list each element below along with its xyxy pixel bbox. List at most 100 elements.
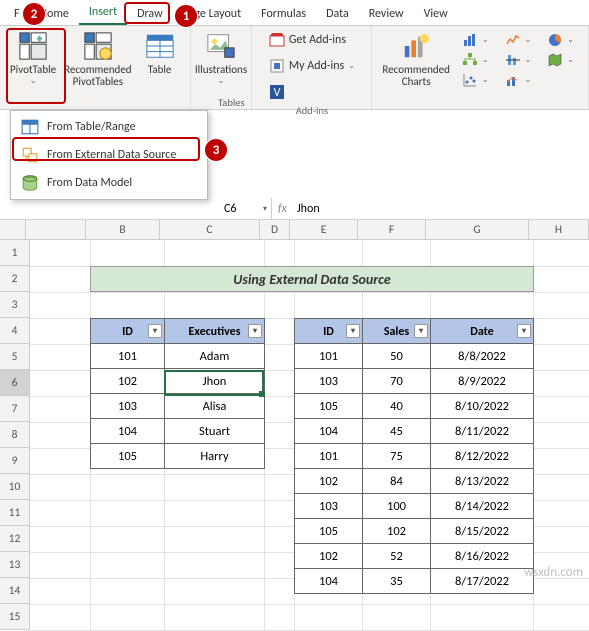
cell[interactable]: 8/9/2022 <box>431 369 534 394</box>
col-header-E[interactable]: E <box>290 220 358 239</box>
cell[interactable]: 8/12/2022 <box>431 444 534 469</box>
cell[interactable]: 102 <box>295 544 363 569</box>
table-button[interactable]: Table <box>136 28 184 98</box>
cell[interactable]: 104 <box>91 419 165 444</box>
chart-type-3[interactable]: ⌄ <box>456 70 495 90</box>
cell[interactable]: 8/11/2022 <box>431 419 534 444</box>
filter-button[interactable]: ▾ <box>517 324 531 338</box>
my-addins-button[interactable]: My Add-ins ⌄ <box>263 56 361 76</box>
cell[interactable]: 84 <box>363 469 431 494</box>
col-header-D[interactable]: D <box>260 220 290 239</box>
cell[interactable]: 101 <box>295 444 363 469</box>
cell[interactable]: 70 <box>363 369 431 394</box>
row-header-2[interactable]: 2 <box>0 266 30 292</box>
cell[interactable]: 103 <box>91 394 165 419</box>
row-header-8[interactable]: 8 <box>0 422 30 448</box>
col-header-H[interactable]: H <box>529 220 589 239</box>
cell[interactable]: 104 <box>295 419 363 444</box>
filter-button[interactable]: ▾ <box>414 324 428 338</box>
row-header-12[interactable]: 12 <box>0 526 30 552</box>
chart-type-7[interactable]: ⌄ <box>541 30 580 50</box>
chart-type-1[interactable]: ⌄ <box>456 30 495 50</box>
row-header-15[interactable]: 15 <box>0 604 30 630</box>
col-header-F[interactable]: F <box>358 220 426 239</box>
row-header-6[interactable]: 6 <box>0 370 30 396</box>
recommended-pivottables-button[interactable]: Recommended PivotTables <box>60 28 135 98</box>
from-external-data-item[interactable]: From External Data Source <box>11 141 207 169</box>
cells-area[interactable]: Using External Data Source ID▾Executives… <box>30 240 589 630</box>
cell[interactable]: 105 <box>295 519 363 544</box>
cell[interactable]: 102 <box>91 369 165 394</box>
cell[interactable]: 104 <box>295 569 363 594</box>
chart-type-2[interactable]: ⌄ <box>456 50 495 70</box>
cell[interactable]: 105 <box>295 394 363 419</box>
row-header-1[interactable]: 1 <box>0 240 30 266</box>
cell[interactable]: 102 <box>295 469 363 494</box>
recommended-charts-button[interactable]: Recommended Charts <box>378 28 453 98</box>
formula-input[interactable] <box>293 198 589 219</box>
table-row: 105Harry <box>91 444 265 469</box>
cell[interactable]: 105 <box>91 444 165 469</box>
chart-type-6[interactable]: ⌄ <box>499 70 538 90</box>
col-header-G[interactable]: G <box>426 220 529 239</box>
chart-type-4[interactable]: ⌄ <box>499 30 538 50</box>
cell[interactable]: 40 <box>363 394 431 419</box>
get-addins-button[interactable]: Get Add-ins <box>263 30 361 50</box>
cell[interactable]: 8/13/2022 <box>431 469 534 494</box>
col-header-C[interactable]: C <box>160 220 260 239</box>
row-header-13[interactable]: 13 <box>0 552 30 578</box>
tab-draw[interactable]: Draw <box>127 3 173 25</box>
cell[interactable]: Adam <box>165 344 265 369</box>
row-header-14[interactable]: 14 <box>0 578 30 604</box>
cell[interactable]: Stuart <box>165 419 265 444</box>
filter-button[interactable]: ▾ <box>148 324 162 338</box>
callout-3: 3 <box>204 138 228 162</box>
row-header-5[interactable]: 5 <box>0 344 30 370</box>
row-header-3[interactable]: 3 <box>0 292 30 318</box>
cell[interactable]: 50 <box>363 344 431 369</box>
fx-icon[interactable]: fx <box>272 202 293 216</box>
cell[interactable]: Harry <box>165 444 265 469</box>
cell[interactable]: 8/8/2022 <box>431 344 534 369</box>
name-box[interactable]: C6 ▾ <box>220 198 272 219</box>
filter-button[interactable]: ▾ <box>346 324 360 338</box>
filter-button[interactable]: ▾ <box>248 324 262 338</box>
cell[interactable]: 8/17/2022 <box>431 569 534 594</box>
tab-view[interactable]: View <box>414 3 458 25</box>
pivottable-button[interactable]: PivotTable ⌄ <box>6 28 60 98</box>
cell[interactable]: 102 <box>363 519 431 544</box>
chart-type-8[interactable]: ⌄ <box>541 50 580 70</box>
cell[interactable]: 103 <box>295 494 363 519</box>
cell[interactable]: 8/16/2022 <box>431 544 534 569</box>
col-header-B[interactable]: B <box>86 220 160 239</box>
cell[interactable]: Alisa <box>165 394 265 419</box>
cell[interactable]: 103 <box>295 369 363 394</box>
cell[interactable]: 35 <box>363 569 431 594</box>
illustrations-button[interactable]: Illustrations ⌄ <box>191 28 251 98</box>
cell[interactable]: 101 <box>295 344 363 369</box>
cell[interactable]: 8/15/2022 <box>431 519 534 544</box>
row-header-9[interactable]: 9 <box>0 448 30 474</box>
cell[interactable]: 75 <box>363 444 431 469</box>
tab-formulas[interactable]: Formulas <box>251 3 316 25</box>
get-addins-label: Get Add-ins <box>289 33 346 47</box>
row-header-4[interactable]: 4 <box>0 318 30 344</box>
tab-data[interactable]: Data <box>316 3 359 25</box>
cell[interactable]: Jhon <box>165 369 265 394</box>
tab-insert[interactable]: Insert <box>79 1 127 25</box>
cell[interactable]: 8/10/2022 <box>431 394 534 419</box>
row-header-10[interactable]: 10 <box>0 474 30 500</box>
visio-addin-button[interactable]: V <box>263 82 361 102</box>
chart-type-5[interactable]: ⌄ <box>499 50 538 70</box>
cell[interactable]: 8/14/2022 <box>431 494 534 519</box>
row-header-7[interactable]: 7 <box>0 396 30 422</box>
tab-review[interactable]: Review <box>359 3 414 25</box>
table-row: 104458/11/2022 <box>295 419 534 444</box>
cell[interactable]: 101 <box>91 344 165 369</box>
cell[interactable]: 100 <box>363 494 431 519</box>
cell[interactable]: 52 <box>363 544 431 569</box>
cell[interactable]: 45 <box>363 419 431 444</box>
from-table-range-item[interactable]: From Table/Range <box>11 113 207 141</box>
row-header-11[interactable]: 11 <box>0 500 30 526</box>
from-data-model-item[interactable]: From Data Model <box>11 169 207 197</box>
